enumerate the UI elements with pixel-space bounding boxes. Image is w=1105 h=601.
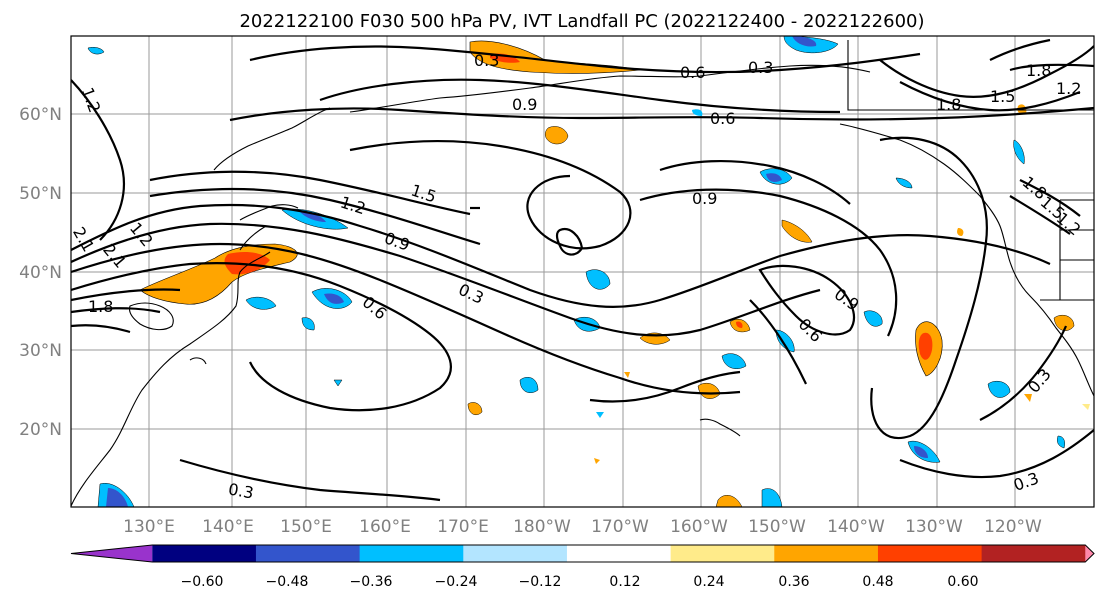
colorbar-bin [877, 545, 983, 562]
lon-label: 150°E [280, 517, 332, 537]
map-border [70, 35, 1095, 508]
colorbar-extend-high [1085, 545, 1094, 562]
contour-label: 0.9 [512, 95, 537, 114]
lat-label: 40°N [19, 263, 62, 283]
contour-label: 0.3 [227, 479, 255, 502]
lon-label: 170°E [437, 517, 489, 537]
colorbar-bin [670, 545, 775, 562]
coastlines [71, 40, 1094, 507]
colorbar-bin [152, 545, 257, 562]
lon-label: 140°W [827, 517, 885, 537]
lon-label: 180°W [513, 517, 571, 537]
contour-label: 1.8 [1026, 61, 1051, 80]
lon-label: 120°W [984, 517, 1042, 537]
colorbar-tick-label: −0.60 [181, 574, 224, 590]
lon-label: 160°E [359, 517, 411, 537]
colorbar-extend-low [71, 545, 153, 562]
figure-title: 2022122100 F030 500 hPa PV, IVT Landfall… [239, 11, 924, 32]
lat-label: 60°N [19, 105, 62, 125]
colorbar-tick-label: −0.48 [266, 574, 309, 590]
colorbar-tick-label: 0.36 [778, 574, 809, 590]
colorbar [70, 544, 1095, 563]
lon-label: 160°W [670, 517, 728, 537]
contour-label: 1.8 [88, 297, 113, 316]
latitude-labels: 60°N 50°N 40°N 30°N 20°N [19, 105, 62, 440]
lat-label: 20°N [19, 420, 62, 440]
contour-label: 0.6 [680, 63, 705, 82]
contour-label: 0.9 [692, 189, 717, 208]
lon-label: 150°W [748, 517, 806, 537]
colorbar-tick-labels: −0.60 −0.48 −0.36 −0.24 −0.12 0.12 0.24 … [181, 574, 979, 590]
map-content: 0.3 0.6 0.3 1.8 1.5 1.2 1.2 0.9 0.6 1.8 … [71, 36, 1094, 507]
lat-label: 30°N [19, 341, 62, 361]
contour-label: 1.8 [936, 95, 961, 114]
contour-label: 1.5 [990, 87, 1015, 106]
colorbar-tick-label: −0.12 [519, 574, 562, 590]
colorbar-tick-label: −0.36 [350, 574, 393, 590]
colorbar-tick-label: 0.48 [862, 574, 893, 590]
contour-label: 0.6 [710, 109, 735, 128]
contour-label: 0.3 [748, 58, 773, 77]
contour-label: 1.2 [1056, 79, 1081, 98]
colorbar-tick-label: −0.24 [435, 574, 478, 590]
colorbar-bin [359, 545, 464, 562]
colorbar-bin [463, 545, 568, 562]
contour-label: 0.3 [474, 51, 499, 70]
lon-label: 130°E [123, 517, 175, 537]
colorbar-tick-label: 0.24 [693, 574, 724, 590]
lon-label: 170°W [591, 517, 649, 537]
colorbar-outline [70, 544, 1095, 563]
lat-label: 50°N [19, 184, 62, 204]
lon-label: 130°W [905, 517, 963, 537]
colorbar-tick-label: 0.12 [609, 574, 640, 590]
colorbar-bin [774, 545, 879, 562]
contour-lines [71, 38, 1094, 502]
longitude-labels: 130°E 140°E 150°E 160°E 170°E 180°W 170°… [123, 517, 1042, 537]
colorbar-bin [981, 545, 1086, 562]
lon-label: 140°E [202, 517, 254, 537]
colorbar-bin [566, 545, 672, 562]
colorbar-bin [255, 545, 361, 562]
colorbar-tick-label: 0.60 [947, 574, 978, 590]
negative-shading [87, 36, 1065, 507]
